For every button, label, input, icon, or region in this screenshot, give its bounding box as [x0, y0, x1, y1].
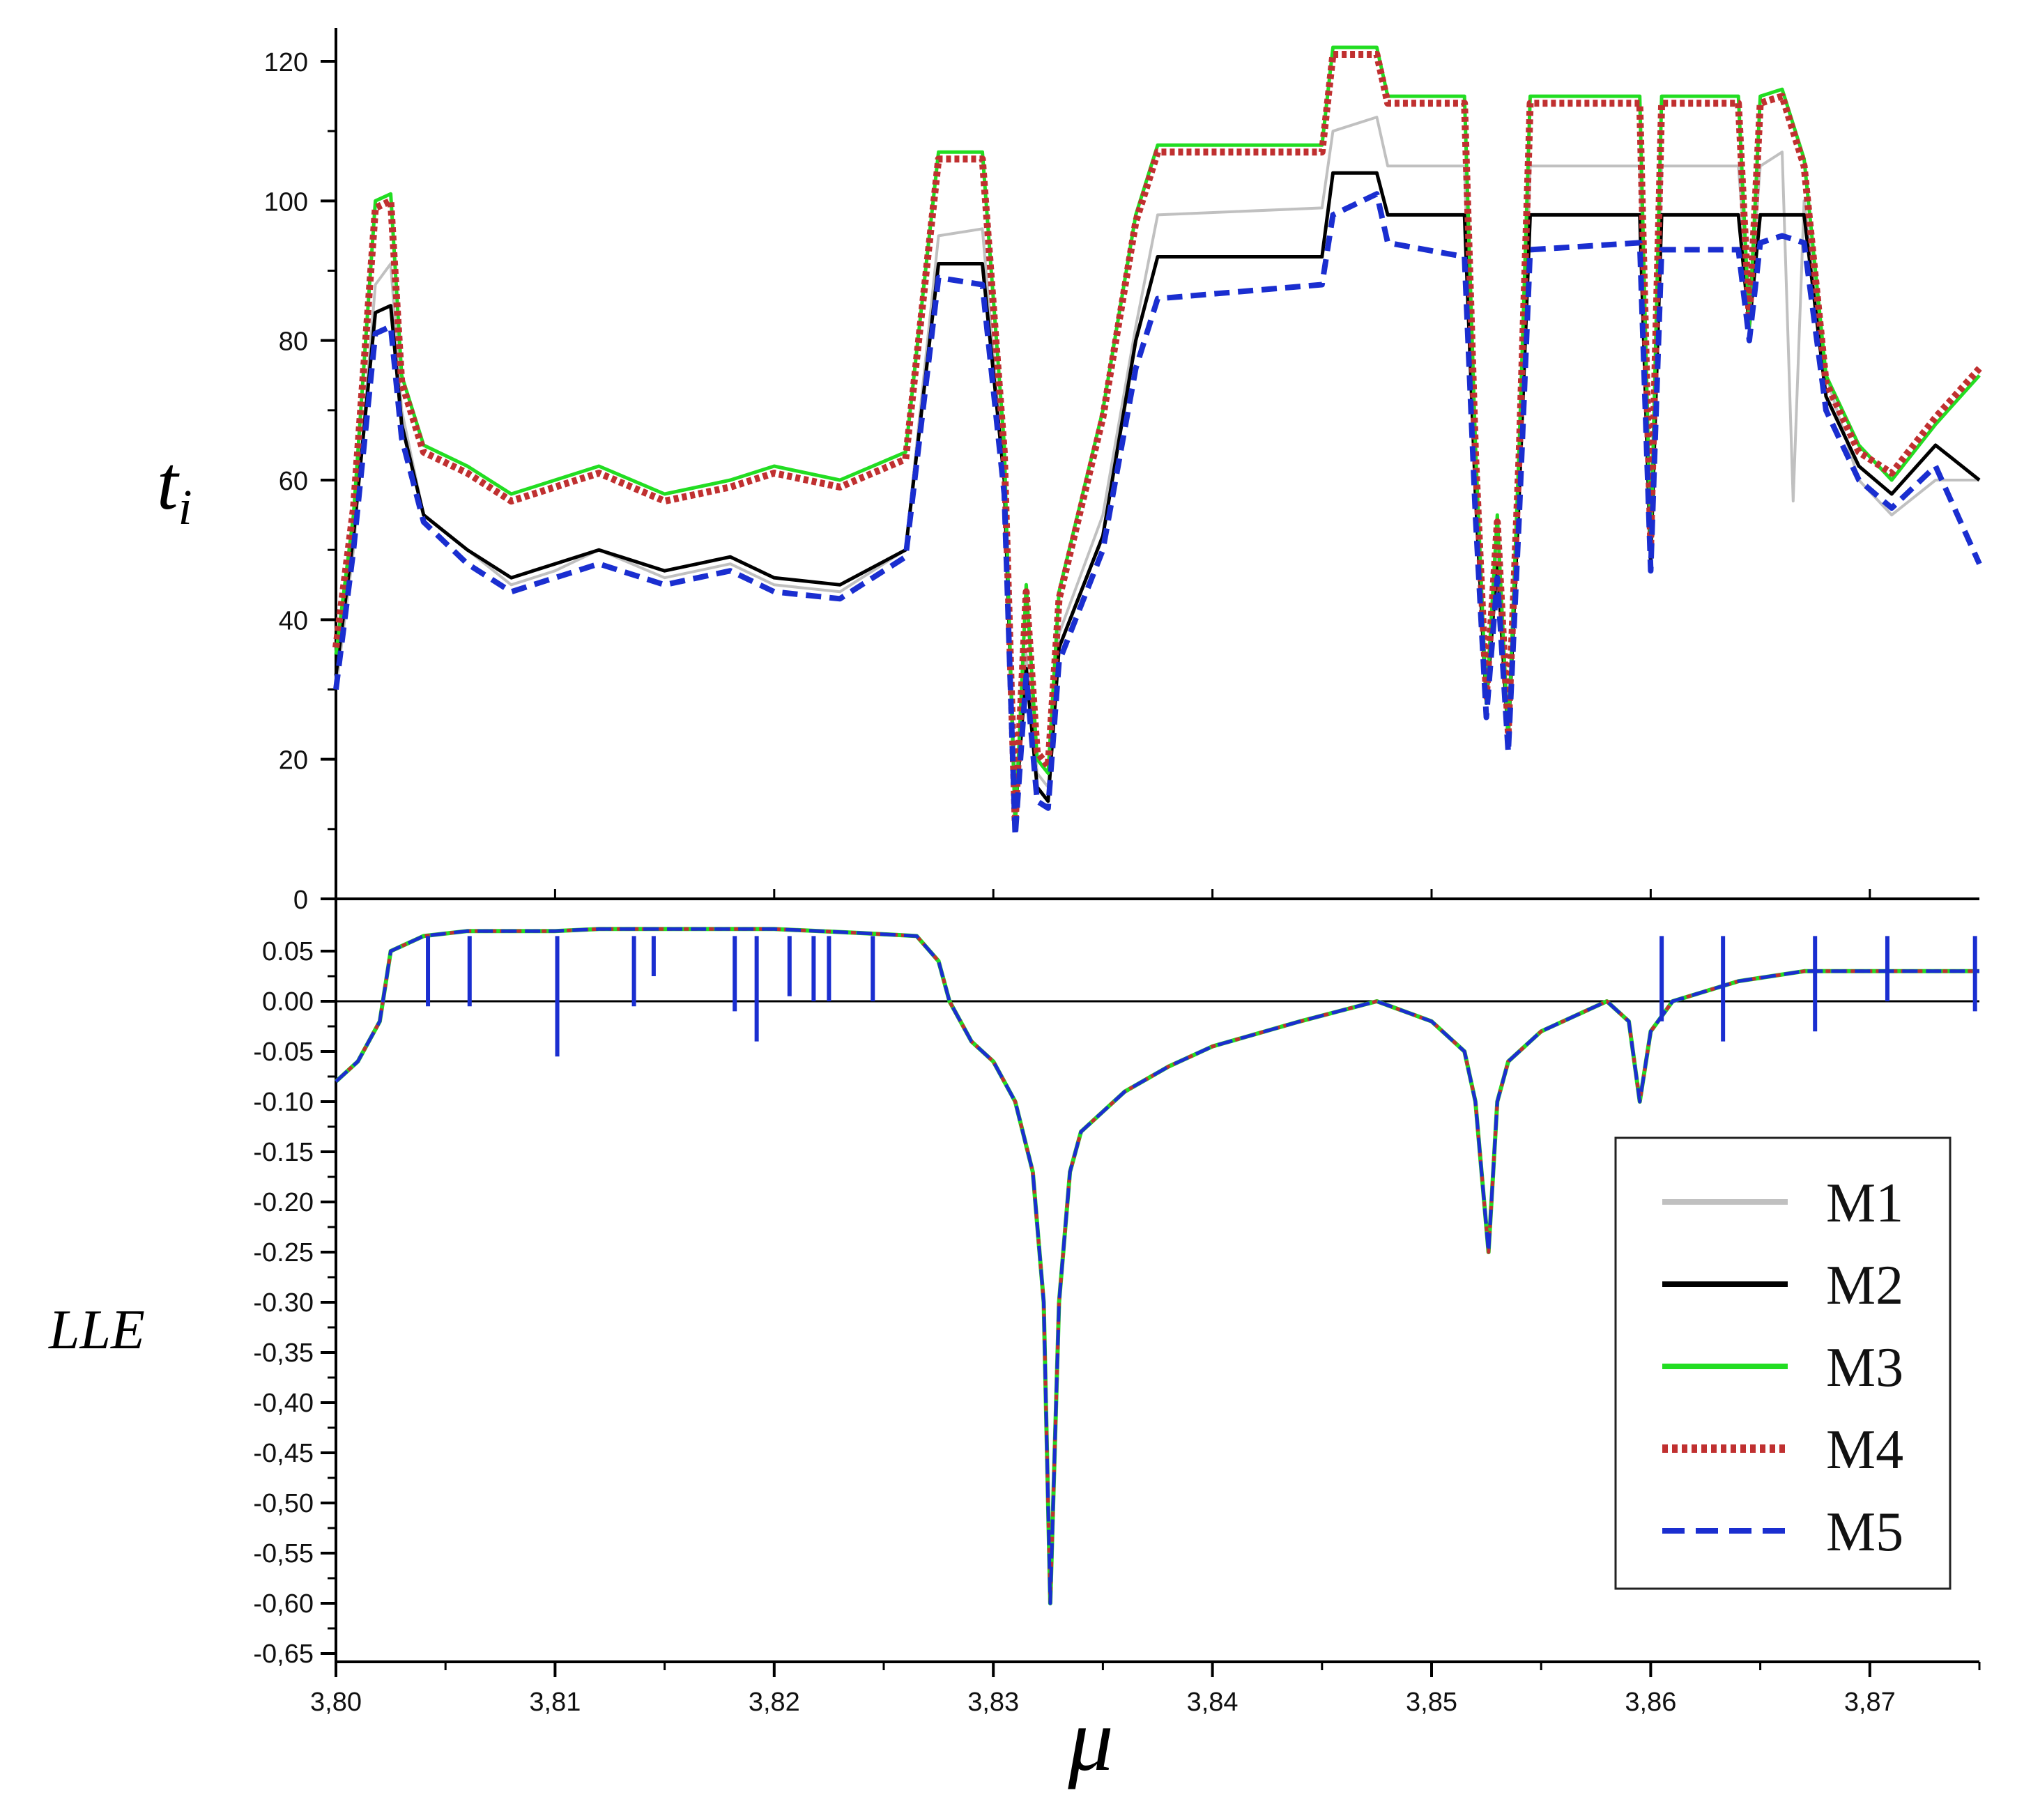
x-axis-label: μ — [1067, 1690, 1113, 1790]
top-ytick-label: 0 — [293, 886, 308, 915]
series-m5 — [333, 191, 1982, 839]
bottom-panel: 0.05 0.00 -0.05 -0.10 -0.15 -0.20 -0.25 -0.30 -0… — [253, 927, 1979, 1669]
legend: M1 M2 M3 M4 M5 — [1614, 1136, 1952, 1590]
legend-label-m4: M4 — [1826, 1419, 1903, 1481]
bottom-ytick-label: -0,35 — [253, 1339, 314, 1368]
top-ytick-label: 40 — [279, 606, 308, 635]
xtick-label: 3,85 — [1406, 1688, 1457, 1717]
top-ytick-label: 60 — [279, 467, 308, 496]
bottom-ytick-label: 0.05 — [262, 937, 314, 966]
xtick-label: 3,81 — [529, 1688, 581, 1717]
bottom-ytick-label: -0,50 — [253, 1489, 314, 1518]
lle-series-m5 — [335, 927, 1979, 1605]
legend-label-m2: M2 — [1826, 1255, 1903, 1316]
xtick-label: 3,83 — [967, 1688, 1019, 1717]
bottom-ytick-label: -0.25 — [253, 1238, 314, 1267]
legend-box — [1614, 1136, 1952, 1590]
bottom-ytick-label: -0,60 — [253, 1589, 314, 1619]
top-panel: 0 20 40 60 80 100 120 — [264, 28, 1982, 1662]
top-ylabel: ti — [157, 440, 192, 535]
top-ytick-label: 20 — [279, 746, 308, 776]
xtick-label: 3,82 — [749, 1688, 800, 1717]
x-axis: 3,80 3,81 3,82 3,83 3,84 3,85 3,86 3,87 — [310, 889, 1981, 1717]
xtick-label: 3,80 — [310, 1688, 362, 1717]
series-m4 — [332, 51, 1982, 826]
bottom-ytick-label: -0.30 — [253, 1288, 314, 1318]
bottom-ytick-label: -0,45 — [253, 1439, 314, 1468]
top-ytick-label: 80 — [279, 327, 308, 357]
legend-label-m5: M5 — [1826, 1502, 1903, 1563]
bottom-ytick-label: -0.05 — [253, 1038, 314, 1067]
bottom-ytick-label: -0,65 — [253, 1640, 314, 1669]
bottom-ylabel: LLE — [48, 1300, 145, 1361]
top-ylabel-sub: i — [178, 479, 192, 535]
bottom-ytick-label: -0,55 — [253, 1539, 314, 1568]
xtick-label: 3,84 — [1187, 1688, 1239, 1717]
bottom-ytick-label: -0.20 — [253, 1188, 314, 1217]
xtick-label: 3,86 — [1625, 1688, 1676, 1717]
legend-label-m3: M3 — [1826, 1337, 1903, 1398]
bottom-ytick-label: -0,40 — [253, 1389, 314, 1418]
bottom-ytick-label: -0.15 — [253, 1138, 314, 1167]
bottom-ytick-label: 0.00 — [262, 987, 314, 1017]
series-m1 — [335, 116, 1979, 796]
top-ytick-label: 100 — [264, 187, 308, 217]
bottom-ytick-label: -0.10 — [253, 1088, 314, 1117]
top-ylabel-base: t — [157, 440, 180, 525]
legend-label-m1: M1 — [1826, 1173, 1903, 1234]
top-ytick-label: 120 — [264, 48, 308, 77]
xtick-label: 3,87 — [1844, 1688, 1896, 1717]
